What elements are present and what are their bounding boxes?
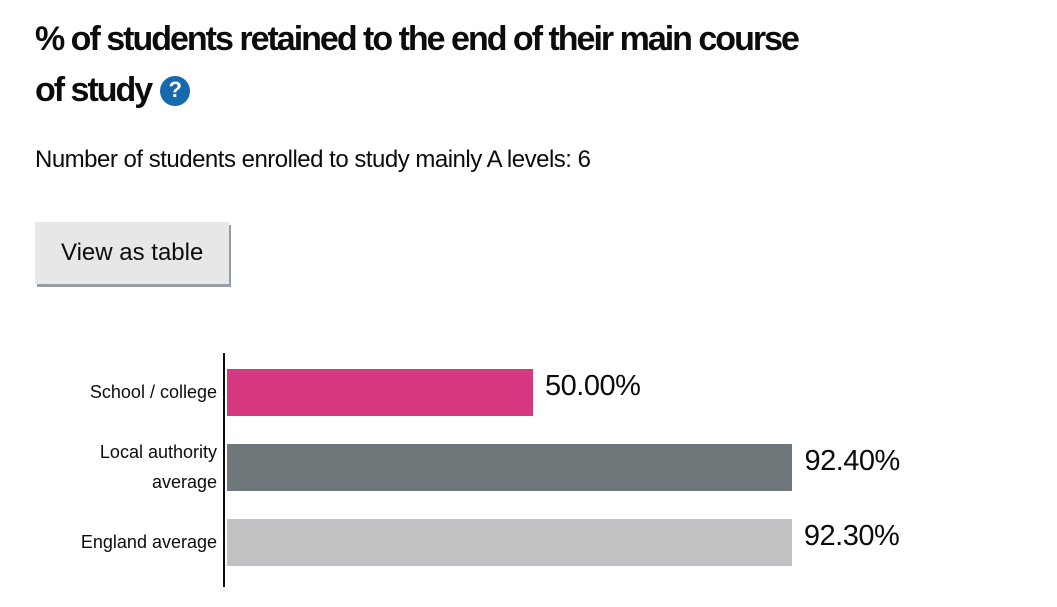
category-label: School / college (89, 381, 217, 402)
page-title-line-1: % of students retained to the end of the… (35, 20, 800, 58)
category-label: England average (80, 532, 217, 553)
category-label: Local authority average (99, 442, 217, 492)
value-label: 50.00% (545, 370, 641, 402)
bar (227, 369, 533, 416)
bar-track: 92.30% (227, 519, 900, 567)
enrolled-students-subtitle: Number of students enrolled to study mai… (35, 146, 591, 173)
chart-y-axis-line (223, 353, 225, 588)
bar (227, 444, 793, 492)
bar (227, 519, 792, 567)
chart-rows: School / college 50.00% Local authority … (35, 369, 1057, 567)
value-label: 92.40% (804, 445, 900, 478)
chart-row: Local authority average 92.40% (35, 438, 1057, 497)
chart-row: England average 92.30% (35, 519, 1057, 567)
page: % of students retained to the end of the… (35, 14, 1057, 588)
page-title: % of students retained to the end of the… (35, 14, 1057, 116)
chart-row: School / college 50.00% (35, 369, 1057, 416)
bar-track: 50.00% (227, 369, 641, 416)
value-label: 92.30% (803, 520, 900, 553)
page-title-line-2: of study (35, 71, 153, 109)
help-question-icon[interactable]: ? (160, 75, 191, 106)
view-as-table-button[interactable]: View as table (35, 222, 230, 284)
retention-bar-chart: School / college 50.00% Local authority … (35, 353, 1057, 588)
question-mark-glyph: ? (168, 76, 182, 102)
bar-track: 92.40% (227, 444, 900, 492)
